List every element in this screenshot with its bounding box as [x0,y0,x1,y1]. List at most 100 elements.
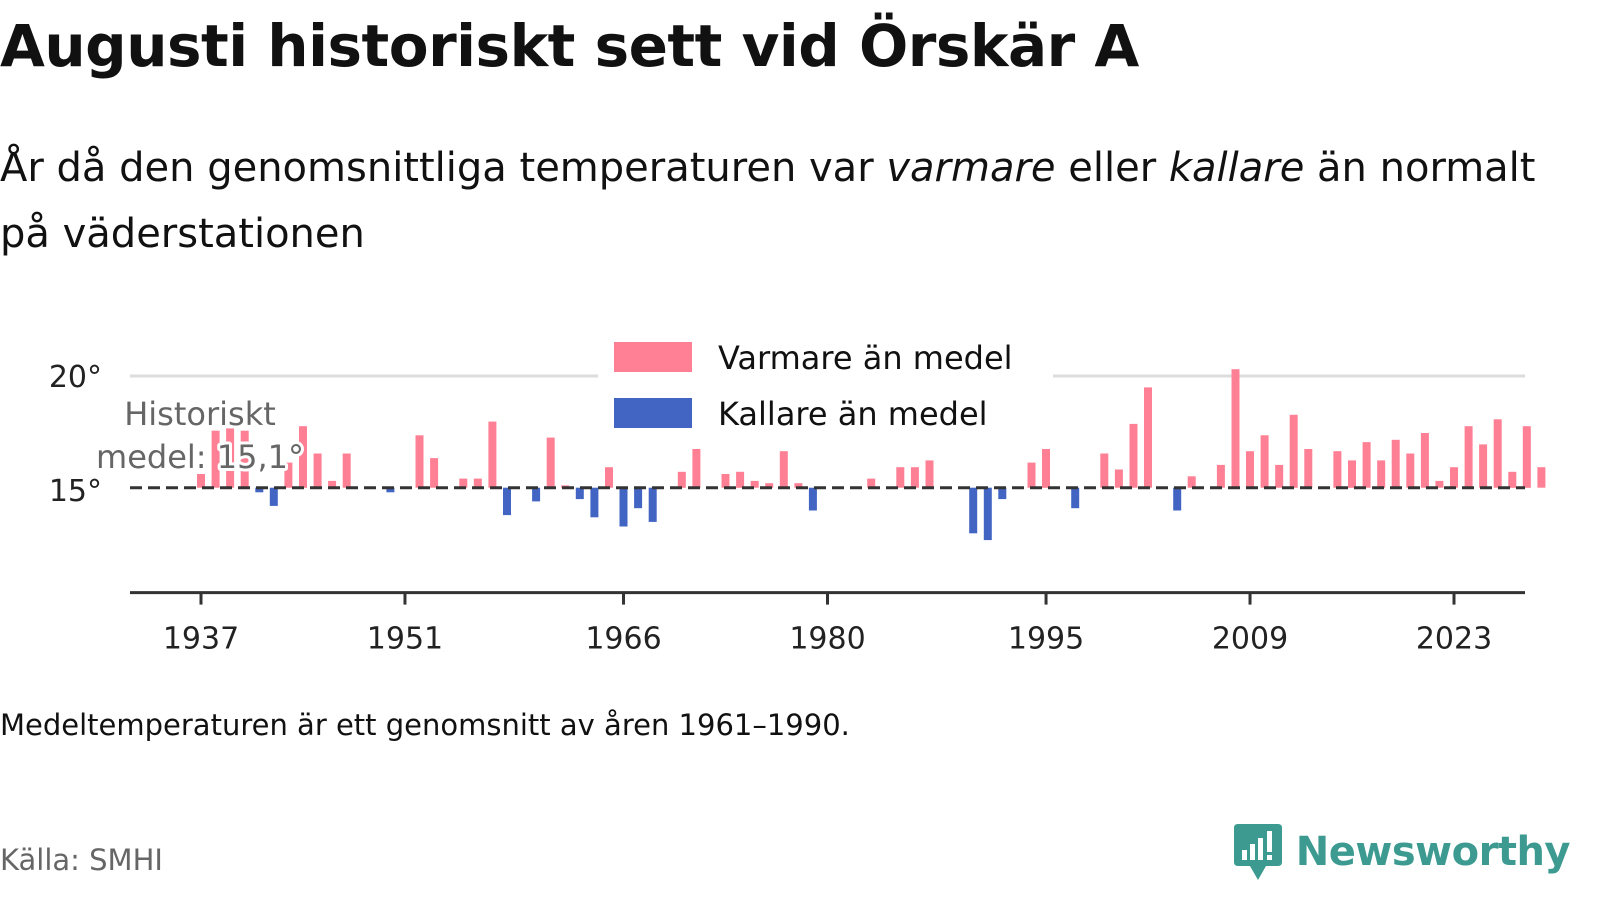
bar-cold [634,487,643,509]
bar-warm [415,435,424,488]
bar-warm [910,467,919,488]
brand-logo: Newsworthy [1232,822,1571,882]
bar-cold [1071,487,1080,509]
bar-warm [925,460,934,488]
bar-warm [1231,369,1240,488]
bars [197,369,1546,541]
bar-warm [867,478,876,488]
x-tick-label: 1966 [585,622,661,657]
bar-warm [1246,451,1254,488]
bar-warm [328,480,337,488]
x-tick-label: 1980 [789,622,865,657]
bar-warm [605,467,613,488]
bar-warm [313,453,322,488]
bar-cold [255,487,264,493]
brand-name: Newsworthy [1295,829,1571,875]
mean-label: Historiskt medel: 15,1° [93,392,307,479]
bar-warm [896,467,905,488]
x-tick-label: 1995 [1008,622,1084,657]
bar-warm [1348,460,1356,488]
bar-cold [269,487,278,506]
bar-warm [226,428,235,488]
newsworthy-bar-chart-icon [1233,824,1282,880]
bar-warm [750,480,759,488]
subtitle-text-3: än normalt på väderstationen [0,145,1536,257]
bar-warm [736,471,745,488]
bar-cold [575,487,584,500]
bar-warm [1435,480,1444,488]
bar-cold [969,487,978,534]
bar-cold [503,487,511,516]
bar-warm [1333,451,1342,488]
legend-warm-label: Varmare än medel [718,339,1013,377]
bar-warm [677,471,686,488]
bar-warm [240,430,249,488]
bar-warm [1275,464,1284,488]
bar-warm [1377,460,1386,488]
bar-warm [1391,439,1400,488]
bar-warm [459,478,468,488]
bar-warm [1042,449,1050,488]
bar-warm [765,483,774,488]
bar-warm [1522,426,1531,488]
bar-cold [983,487,992,541]
y-tick-label: 15° [49,474,102,509]
x-axis: 1937 1951 1966 1980 1995 2009 2023 [130,591,1525,657]
bar-warm [197,474,205,488]
bar-warm [1289,414,1298,488]
legend-cold-swatch [614,398,692,428]
source-credit: Källa: SMHI [0,843,163,877]
bar-warm [1508,471,1517,488]
bar-warm [1129,423,1138,488]
bar-cold [808,487,817,511]
bar-warm [1027,462,1036,488]
bar-warm [1450,467,1458,488]
bar-warm [1144,387,1152,488]
subtitle-cold-word: kallare [1168,145,1305,191]
y-axis: 15° 20° [49,360,102,509]
bar-warm [430,458,439,488]
bar-warm [721,474,730,488]
bar-warm [546,437,555,488]
footnote: Medeltemperaturen är ett genomsnitt av å… [0,708,850,742]
bar-warm [1114,469,1123,488]
bar-warm [1464,426,1473,488]
bar-warm [1304,449,1313,488]
x-tick-label: 1951 [367,622,443,657]
bar-warm [794,483,803,488]
x-tick-label: 2023 [1416,622,1492,657]
temperature-bar-chart: 1937 1951 1966 1980 1995 2009 2023 15° 20° Hist… [49,335,1546,657]
bar-cold [590,487,599,518]
legend-cold-label: Kallare än medel [718,395,988,433]
subtitle-text-1: År då den genomsnittliga temperaturen va… [0,145,887,191]
mean-label-line: Historiskt [124,395,276,433]
bar-warm [779,451,788,488]
bar-warm [1479,444,1488,488]
bar-warm [1187,476,1196,488]
chart-subtitle: År då den genomsnittliga temperaturen va… [0,135,1560,267]
bar-cold [532,487,541,502]
bar-warm [473,478,482,488]
bar-warm [1100,453,1109,488]
bar-warm [1420,433,1429,488]
bar-warm [1260,435,1269,488]
bar-cold [386,487,395,493]
bar-warm [299,426,307,488]
bar-cold [619,487,628,527]
bar-warm [284,462,293,488]
bar-cold [1173,487,1182,511]
subtitle-warm-word: varmare [886,145,1056,191]
subtitle-text-2: eller [1055,145,1169,191]
bar-cold [648,487,657,522]
bar-warm [1216,464,1225,488]
bar-warm [1537,467,1546,488]
bar-cold [998,487,1007,500]
bar-warm [342,453,351,488]
chart-title: Augusti historiskt sett vid Örskär A [0,12,1139,80]
bar-warm [1493,419,1502,488]
bar-warm [692,449,701,488]
mean-label-line: medel: 15,1° [96,438,304,476]
bar-warm [488,421,497,488]
bar-warm [1362,442,1371,488]
bar-warm [1406,453,1415,488]
